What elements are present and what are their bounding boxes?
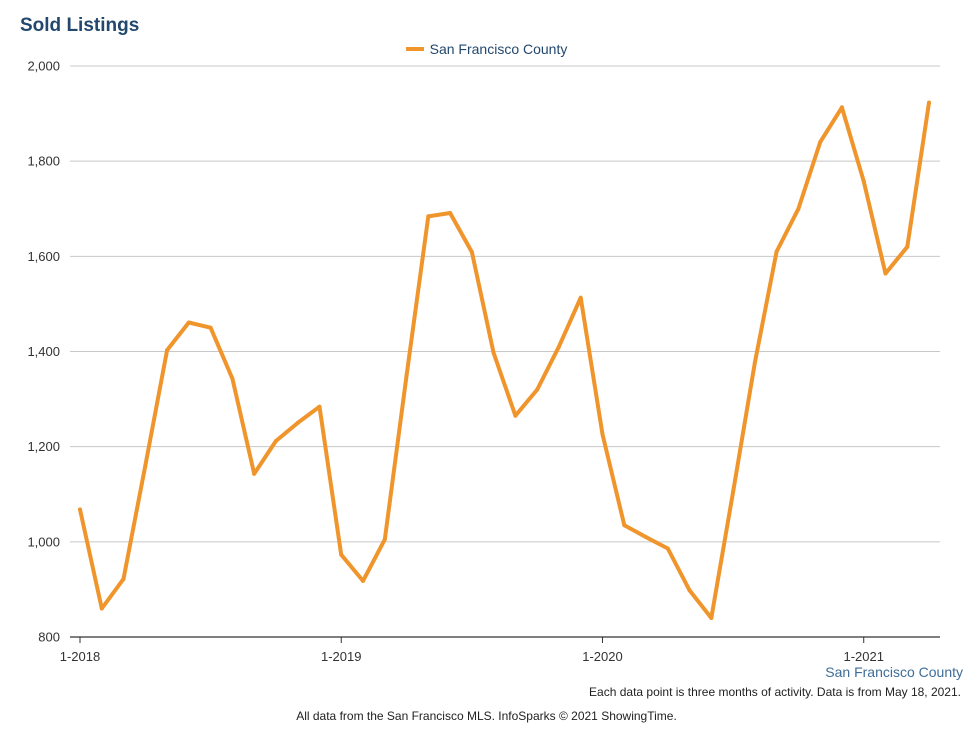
y-tick-label: 800 bbox=[38, 630, 60, 645]
footer-credit: All data from the San Francisco MLS. Inf… bbox=[296, 709, 677, 723]
data-point[interactable] bbox=[99, 606, 104, 611]
data-point[interactable] bbox=[556, 344, 561, 349]
y-tick-label: 1,000 bbox=[27, 534, 60, 549]
y-tick-label: 2,000 bbox=[27, 59, 60, 74]
data-point[interactable] bbox=[208, 325, 213, 330]
data-point[interactable] bbox=[469, 250, 474, 255]
series-layer bbox=[78, 100, 932, 620]
data-point[interactable] bbox=[905, 244, 910, 249]
y-axis: 800 1,000 1,200 1,400 1,600 1,800 2,000 bbox=[27, 59, 60, 645]
data-point[interactable] bbox=[404, 373, 409, 378]
x-tick-label: 1-2020 bbox=[582, 649, 622, 664]
y-tick-label: 1,200 bbox=[27, 439, 60, 454]
data-point[interactable] bbox=[513, 413, 518, 418]
gridlines bbox=[70, 65, 940, 543]
axis-series-label: San Francisco County bbox=[825, 664, 963, 680]
data-point[interactable] bbox=[578, 295, 583, 300]
data-point[interactable] bbox=[927, 100, 932, 105]
data-point[interactable] bbox=[186, 320, 191, 325]
data-point[interactable] bbox=[382, 537, 387, 542]
chart-title: Sold Listings bbox=[20, 15, 140, 36]
y-tick-label: 1,400 bbox=[27, 344, 60, 359]
data-note: Each data point is three months of activ… bbox=[589, 685, 961, 699]
x-tick-label: 1-2021 bbox=[843, 649, 883, 664]
legend-swatch bbox=[405, 47, 424, 52]
data-point[interactable] bbox=[143, 463, 148, 468]
data-point[interactable] bbox=[165, 348, 170, 353]
data-point[interactable] bbox=[121, 576, 126, 581]
y-tick-label: 1,600 bbox=[27, 249, 60, 264]
x-tick-label: 1-2018 bbox=[60, 649, 100, 664]
y-tick-label: 1,800 bbox=[27, 154, 60, 169]
data-point[interactable] bbox=[448, 211, 453, 216]
data-point[interactable] bbox=[361, 578, 366, 583]
data-point[interactable] bbox=[622, 523, 627, 528]
data-point[interactable] bbox=[774, 249, 779, 254]
data-point[interactable] bbox=[491, 350, 496, 355]
data-point[interactable] bbox=[752, 360, 757, 365]
x-axis: 1-2018 1-2019 1-2020 1-2021 bbox=[60, 636, 940, 664]
data-point[interactable] bbox=[252, 471, 257, 476]
data-point[interactable] bbox=[839, 105, 844, 110]
data-point[interactable] bbox=[317, 404, 322, 409]
data-point[interactable] bbox=[78, 507, 82, 512]
x-tick-label: 1-2019 bbox=[321, 649, 361, 664]
data-point[interactable] bbox=[230, 376, 235, 381]
data-point[interactable] bbox=[861, 179, 866, 184]
data-point[interactable] bbox=[883, 271, 888, 276]
data-point[interactable] bbox=[796, 206, 801, 211]
data-point[interactable] bbox=[339, 552, 344, 557]
data-point[interactable] bbox=[273, 438, 278, 443]
data-point[interactable] bbox=[665, 546, 670, 551]
data-point[interactable] bbox=[644, 535, 649, 540]
legend[interactable]: San Francisco County bbox=[0, 41, 973, 57]
data-point[interactable] bbox=[426, 214, 431, 219]
data-point[interactable] bbox=[731, 489, 736, 494]
data-point[interactable] bbox=[295, 420, 300, 425]
data-point[interactable] bbox=[709, 615, 714, 620]
data-point[interactable] bbox=[535, 387, 540, 392]
data-point[interactable] bbox=[818, 140, 823, 145]
legend-label: San Francisco County bbox=[429, 41, 568, 57]
data-point[interactable] bbox=[687, 588, 692, 593]
data-point[interactable] bbox=[600, 432, 605, 437]
series-line[interactable] bbox=[78, 100, 931, 620]
